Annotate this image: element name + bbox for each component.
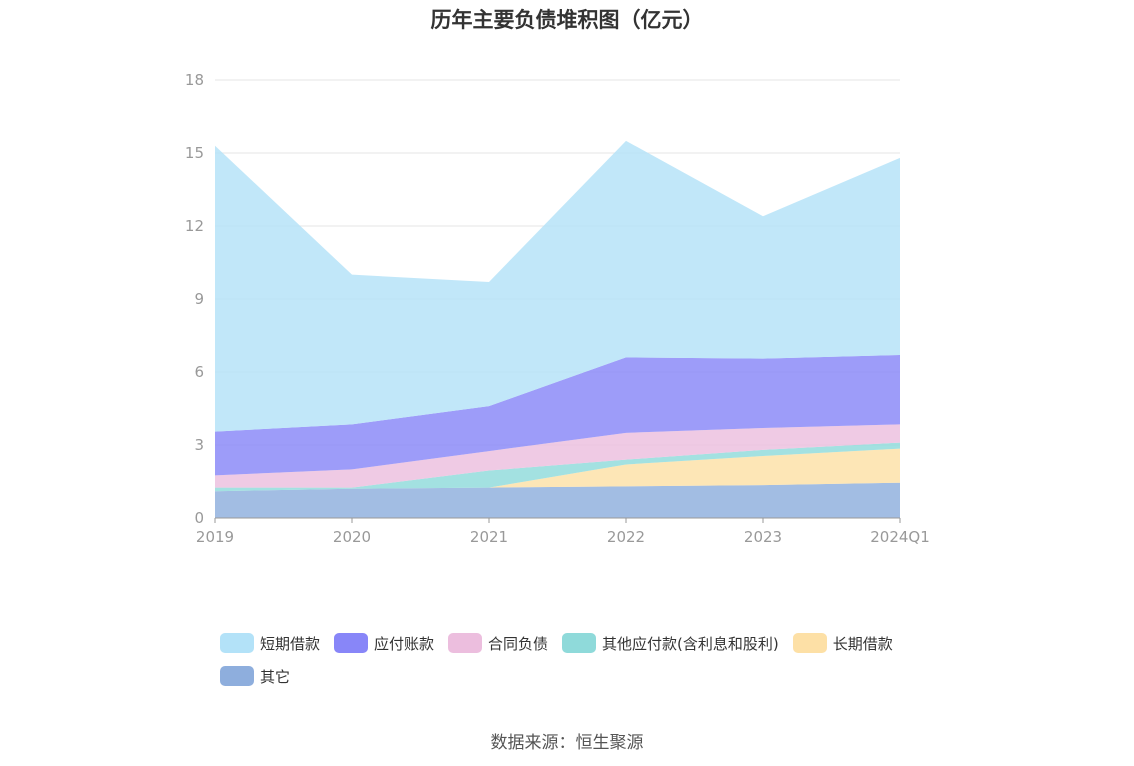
stacked-area-chart: 0 3 6 9 12 15 18 2019 2020 2021 2022 2023 2024Q1	[185, 71, 930, 546]
area-series	[215, 442, 900, 492]
legend-swatch	[562, 633, 597, 653]
series-areas	[215, 140, 900, 518]
y-tick-label: 15	[185, 144, 204, 162]
x-tick-label: 2020	[333, 528, 371, 546]
y-tick-label: 6	[194, 363, 204, 381]
legend-label: 应付账款	[374, 634, 435, 653]
source-note: 数据来源：恒生聚源	[490, 733, 644, 753]
x-tick-label: 2022	[607, 528, 645, 546]
area-series	[215, 140, 900, 432]
legend-item[interactable]: 短期借款	[220, 632, 320, 654]
legend-swatch	[448, 633, 483, 653]
y-tick-label: 9	[194, 290, 204, 308]
chart-title: 历年主要负债堆积图（亿元）	[430, 8, 704, 32]
x-tick-label: 2023	[744, 528, 782, 546]
y-tick-label: 18	[185, 71, 204, 89]
legend-item[interactable]: 合同负债	[448, 632, 548, 654]
legend-label: 其他应付款(含利息和股利)	[602, 634, 779, 653]
legend-label: 长期借款	[832, 634, 893, 653]
area-series	[215, 482, 900, 518]
y-tick-label: 12	[185, 217, 204, 235]
area-series	[215, 448, 900, 492]
x-tick-label: 2024Q1	[870, 528, 930, 546]
legend-item[interactable]: 长期借款	[792, 632, 893, 654]
legend-swatch	[220, 633, 254, 653]
x-tick-label: 2021	[470, 528, 508, 546]
legend: 短期借款 应付账款 合同负债 其他应付款(含利息和股利) 长期借款其它	[220, 632, 940, 687]
y-tick-label: 0	[194, 509, 204, 527]
legend-label: 短期借款	[260, 634, 321, 653]
legend-swatch	[334, 633, 369, 653]
area-series	[215, 424, 900, 488]
legend-swatch	[220, 666, 254, 686]
legend-item[interactable]: 应付账款	[334, 632, 434, 654]
y-tick-label: 3	[194, 436, 204, 454]
legend-label: 其它	[260, 667, 291, 686]
x-tick-label: 2019	[196, 528, 234, 546]
legend-item[interactable]: 其他应付款(含利息和股利)	[562, 632, 779, 654]
axes: 0 3 6 9 12 15 18 2019 2020 2021 2022 2023 2024Q1	[185, 71, 930, 546]
area-series	[215, 354, 900, 476]
legend-label: 合同负债	[488, 634, 549, 653]
legend-swatch	[792, 633, 827, 653]
legend-item[interactable]: 其它	[220, 665, 290, 687]
